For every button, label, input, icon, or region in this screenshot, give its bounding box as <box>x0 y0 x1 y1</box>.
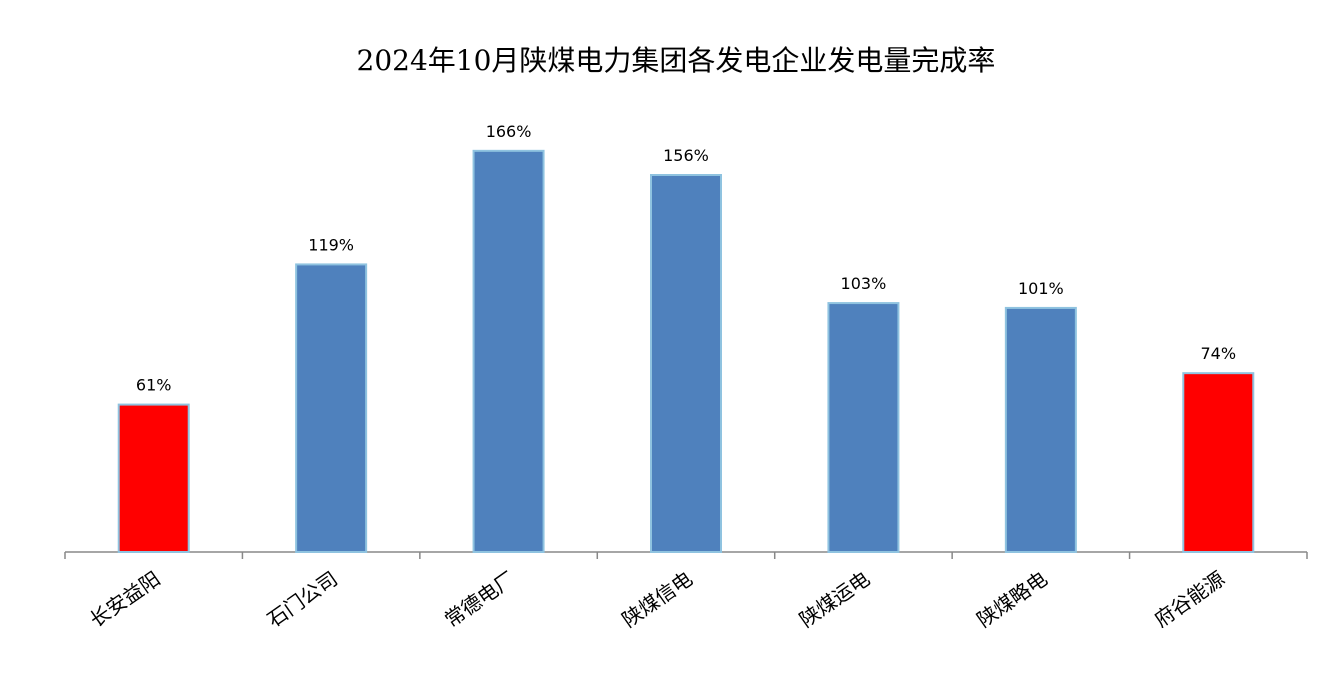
data-label: 74% <box>1201 344 1237 363</box>
bar <box>472 149 545 553</box>
bar <box>1182 372 1255 553</box>
data-label: 101% <box>1018 279 1064 298</box>
bar <box>827 302 900 554</box>
bar <box>295 263 368 553</box>
data-label: 61% <box>136 376 172 395</box>
bar <box>117 403 190 554</box>
data-label: 119% <box>308 235 354 254</box>
chart-title: 2024年10月陕煤电力集团各发电企业发电量完成率 <box>357 44 996 77</box>
data-label: 156% <box>663 146 709 165</box>
data-label: 166% <box>486 122 532 141</box>
bar <box>1004 306 1077 553</box>
bar <box>650 174 722 553</box>
data-label: 103% <box>841 274 887 293</box>
